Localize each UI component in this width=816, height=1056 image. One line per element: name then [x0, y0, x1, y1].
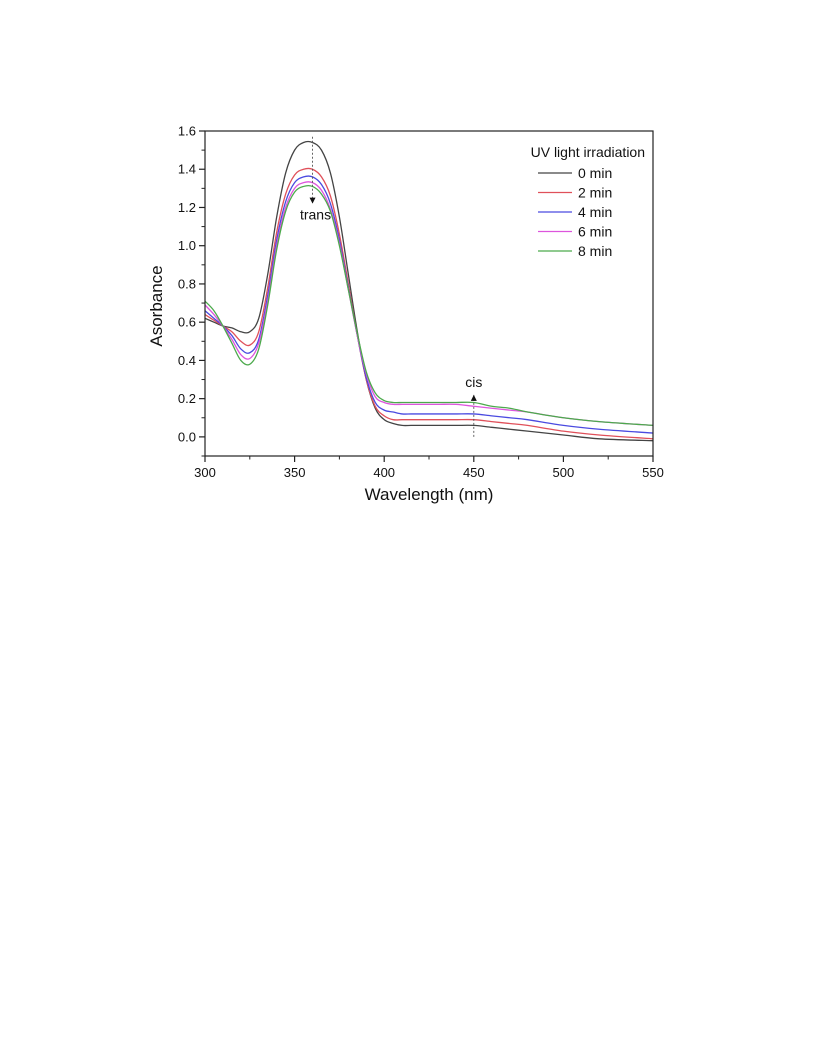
x-tick-label: 400	[373, 465, 395, 480]
annotation-layer: trans cis	[300, 136, 482, 437]
y-tick-label: 0.4	[178, 353, 196, 368]
y-tick-label: 1.6	[178, 124, 196, 139]
y-axis-title: Asorbance	[147, 265, 166, 346]
legend-label: 8 min	[578, 243, 612, 259]
legend-label: 4 min	[578, 204, 612, 220]
series-line-0-min	[205, 140, 653, 442]
x-axis-title: Wavelength (nm)	[365, 485, 494, 504]
y-tick-label: 0.6	[178, 315, 196, 330]
y-tick-label: 0.8	[178, 276, 196, 291]
legend-label: 2 min	[578, 185, 612, 201]
x-tick-label: 500	[553, 465, 575, 480]
y-tick-label: 0.0	[178, 429, 196, 444]
legend-title: UV light irradiation	[531, 144, 645, 160]
series-line-8-min	[205, 184, 653, 427]
annotation-cis-label: cis	[465, 374, 482, 390]
x-tick-label: 300	[194, 465, 216, 480]
legend-label: 6 min	[578, 224, 612, 240]
y-tick-label: 0.2	[178, 391, 196, 406]
legend-label: 0 min	[578, 165, 612, 181]
x-tick-label: 450	[463, 465, 485, 480]
y-tick-label: 1.4	[178, 162, 196, 177]
annotation-trans-label: trans	[300, 207, 331, 223]
x-tick-label: 550	[642, 465, 664, 480]
y-tick-label: 1.2	[178, 200, 196, 215]
series-layer	[205, 140, 653, 442]
legend: UV light irradiation 0 min 2 min 4 min 6 mi…	[531, 144, 645, 259]
y-tick-label: 1.0	[178, 238, 196, 253]
annotation-arrow-up	[470, 394, 477, 401]
annotation-arrow-down	[309, 197, 316, 204]
tick-layer: 300 350 400 450 500 550 0.0 0.2 0.4 0.6 0.8 1.0 1.2 1…	[178, 124, 664, 481]
x-tick-label: 350	[284, 465, 306, 480]
